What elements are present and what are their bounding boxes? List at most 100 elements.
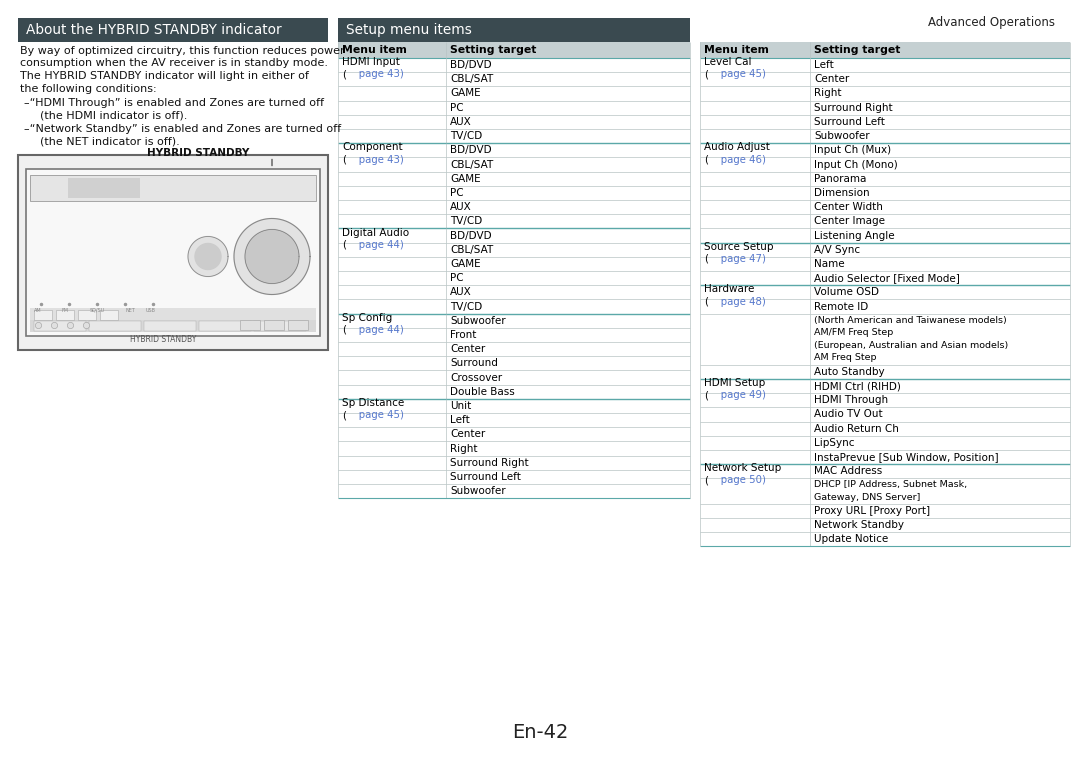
Text: Center Image: Center Image	[814, 216, 885, 226]
Text: En-42: En-42	[512, 723, 568, 742]
Text: (: (	[704, 475, 708, 485]
Text: Level Cal: Level Cal	[704, 57, 752, 67]
Polygon shape	[195, 244, 221, 270]
Bar	[338, 18, 690, 42]
Text: Component: Component	[342, 142, 403, 153]
Text: Advanced Operations: Advanced Operations	[928, 16, 1055, 29]
Text: page 46): page 46)	[711, 154, 766, 164]
Bar	[68, 177, 140, 198]
Text: By way of optimized circuitry, this function reduces power: By way of optimized circuitry, this func…	[21, 46, 345, 56]
Polygon shape	[188, 237, 228, 277]
Text: (: (	[704, 70, 708, 79]
Text: Proxy URL [Proxy Port]: Proxy URL [Proxy Port]	[814, 506, 930, 516]
Text: The HYBRID STANDBY indicator will light in either of: The HYBRID STANDBY indicator will light …	[21, 71, 309, 81]
Bar	[26, 169, 320, 335]
Text: SQ/SU: SQ/SU	[90, 307, 105, 312]
Bar	[78, 309, 96, 319]
Text: Audio Adjust: Audio Adjust	[704, 142, 770, 153]
Text: page 47): page 47)	[711, 254, 766, 264]
Bar	[30, 307, 316, 322]
Text: GAME: GAME	[450, 89, 481, 99]
Bar	[700, 42, 1070, 58]
Text: Network Standby: Network Standby	[814, 520, 904, 530]
Text: HYBRID STANDBY: HYBRID STANDBY	[130, 335, 197, 344]
Bar	[30, 319, 316, 332]
Text: Setting target: Setting target	[814, 45, 901, 55]
Text: InstaPrevue [Sub Window, Position]: InstaPrevue [Sub Window, Position]	[814, 452, 999, 462]
Text: AV SETUP: AV SETUP	[91, 185, 117, 190]
Text: DHCP [IP Address, Subnet Mask,: DHCP [IP Address, Subnet Mask,	[814, 481, 967, 489]
Text: Front: Front	[450, 330, 476, 340]
Text: (North American and Taiwanese models): (North American and Taiwanese models)	[814, 316, 1007, 325]
Text: Crossover: Crossover	[450, 373, 502, 383]
Text: Menu item: Menu item	[342, 45, 407, 55]
Text: Hardware: Hardware	[704, 284, 754, 294]
Text: Center: Center	[450, 344, 485, 354]
Text: Gateway, DNS Server]: Gateway, DNS Server]	[814, 493, 920, 502]
Text: page 48): page 48)	[711, 296, 766, 306]
Text: AM: AM	[33, 307, 42, 312]
Text: page 49): page 49)	[711, 390, 766, 400]
Text: BD/DVD: BD/DVD	[450, 231, 491, 241]
Text: Double Bass: Double Bass	[450, 387, 515, 397]
Text: Listening Angle: Listening Angle	[814, 231, 894, 241]
Text: PC: PC	[450, 102, 463, 113]
Text: Left: Left	[450, 415, 470, 425]
Text: Subwoofer: Subwoofer	[450, 486, 505, 496]
Text: HDMI Input: HDMI Input	[342, 57, 400, 67]
Text: page 45): page 45)	[349, 410, 404, 420]
Bar	[56, 309, 75, 319]
Text: Center: Center	[814, 74, 849, 84]
Text: Dimension: Dimension	[814, 188, 869, 198]
Bar	[144, 321, 195, 331]
Bar	[18, 18, 328, 42]
Text: TV/CD: TV/CD	[450, 131, 483, 141]
Text: (: (	[342, 70, 346, 79]
Bar	[338, 42, 690, 58]
Bar	[18, 154, 328, 349]
Bar	[26, 169, 320, 335]
Text: (: (	[704, 296, 708, 306]
Text: Remote ID: Remote ID	[814, 302, 868, 312]
Text: (: (	[342, 410, 346, 420]
Bar	[30, 174, 316, 200]
Text: Update Notice: Update Notice	[814, 534, 888, 545]
Text: Panorama: Panorama	[814, 173, 866, 183]
Bar	[33, 309, 52, 319]
Text: page 44): page 44)	[349, 325, 404, 335]
Text: (the HDMI indicator is off).: (the HDMI indicator is off).	[40, 111, 187, 121]
Text: Menu item: Menu item	[704, 45, 769, 55]
Text: (: (	[704, 154, 708, 164]
Text: Subwoofer: Subwoofer	[450, 316, 505, 325]
Text: Subwoofer: Subwoofer	[814, 131, 869, 141]
Bar	[18, 154, 328, 349]
Text: HDMI Ctrl (RIHD): HDMI Ctrl (RIHD)	[814, 381, 901, 391]
Text: USB: USB	[146, 307, 156, 312]
Text: Audio Selector [Fixed Mode]: Audio Selector [Fixed Mode]	[814, 273, 960, 283]
Text: Right: Right	[814, 89, 841, 99]
Text: AUX: AUX	[450, 287, 472, 297]
Text: Input Ch (Mono): Input Ch (Mono)	[814, 160, 897, 170]
Text: Audio Return Ch: Audio Return Ch	[814, 423, 899, 434]
Text: LipSync: LipSync	[814, 438, 854, 448]
Text: (the NET indicator is off).: (the NET indicator is off).	[40, 137, 179, 147]
Text: HDMI Setup: HDMI Setup	[704, 378, 766, 388]
Text: Audio TV Out: Audio TV Out	[814, 410, 882, 419]
Text: HDMI Through: HDMI Through	[814, 395, 888, 405]
Polygon shape	[234, 219, 310, 294]
Bar	[240, 319, 260, 329]
Text: GAME: GAME	[450, 259, 481, 269]
Text: Volume OSD: Volume OSD	[814, 287, 879, 297]
Text: Left: Left	[814, 60, 834, 70]
Text: Network Setup: Network Setup	[704, 464, 781, 474]
Text: Setup menu items: Setup menu items	[346, 23, 472, 37]
Text: page 45): page 45)	[711, 70, 766, 79]
Text: the following conditions:: the following conditions:	[21, 83, 157, 93]
Text: Surround Right: Surround Right	[450, 458, 528, 468]
Polygon shape	[245, 229, 299, 283]
Text: AM/FM Freq Step: AM/FM Freq Step	[814, 328, 893, 337]
Text: AUX: AUX	[450, 117, 472, 127]
Text: (: (	[704, 390, 708, 400]
Text: page 43): page 43)	[349, 154, 404, 164]
Text: PC: PC	[450, 273, 463, 283]
